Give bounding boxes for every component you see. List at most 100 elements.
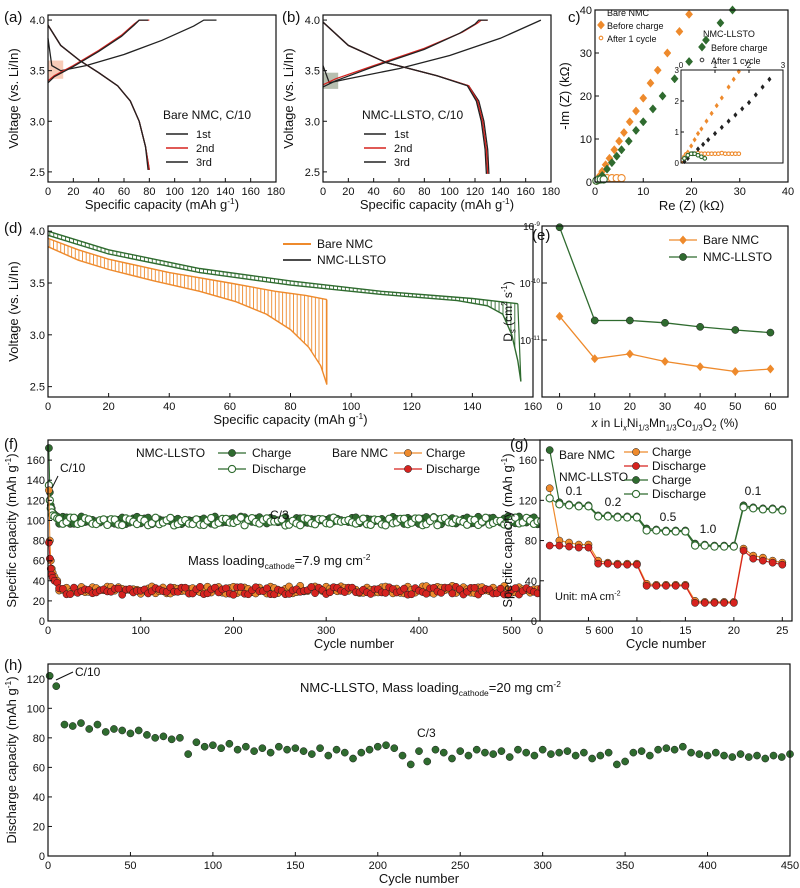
h-ytick-label: 0 <box>39 851 45 863</box>
d-upper-curve <box>47 230 518 305</box>
e-legend-marker <box>679 253 687 261</box>
h-xtick-label: 50 <box>124 860 136 872</box>
c-ytick-label: 40 <box>580 5 592 17</box>
h-point <box>687 748 695 757</box>
e-point <box>625 349 634 359</box>
h-point <box>126 729 135 738</box>
h-point <box>563 747 572 755</box>
f-annotation: C/10 <box>60 461 86 475</box>
e-ytick-label: 10-9 <box>523 221 540 233</box>
f-xtick-label: 500 <box>502 625 520 637</box>
g-point <box>681 581 690 590</box>
b-xtick-label: 100 <box>440 186 458 198</box>
h-ytick-label: 60 <box>33 762 45 774</box>
h-xtick-label: 150 <box>286 860 304 872</box>
e-panel-label: (e) <box>532 227 550 244</box>
e-point <box>555 311 564 321</box>
h-point <box>464 751 473 760</box>
h-point <box>596 751 605 760</box>
g-legend-marker <box>632 462 640 470</box>
h-point <box>167 735 176 744</box>
f-point <box>262 584 271 593</box>
h-point <box>151 733 160 742</box>
h-xtick-label: 0 <box>45 860 51 872</box>
c-point <box>620 127 628 138</box>
c-inset-point <box>733 112 738 118</box>
g-point <box>603 559 612 568</box>
a-xtick-label: 140 <box>216 186 234 198</box>
g-point <box>652 526 661 535</box>
e-point <box>731 326 740 334</box>
d-xtick-label: 0 <box>45 401 51 413</box>
f-ylabel: Specific capacity (mAh g-1) <box>3 453 19 607</box>
g-xlabel: Cycle number <box>626 636 707 651</box>
f-point <box>407 590 416 599</box>
a-xtick-label: 180 <box>267 186 285 198</box>
b-ytick-label: 2.5 <box>305 167 320 179</box>
c-xtick-label: 30 <box>734 186 746 198</box>
c-inset-point <box>714 102 719 109</box>
a-ytick-label: 3.0 <box>30 116 45 128</box>
b-xlabel: Specific capacity (mAh g-1) <box>360 196 514 212</box>
f-point <box>45 444 53 452</box>
c-inset-point <box>712 130 718 137</box>
c-point <box>685 57 694 67</box>
h-point <box>670 745 679 754</box>
e-point <box>766 328 775 337</box>
b-xtick-label: 140 <box>491 186 509 198</box>
e-xtick-label: 50 <box>729 401 741 413</box>
g-legend-llsto-title: NMC-LLSTO <box>559 470 628 484</box>
b-annotation: NMC-LLSTO, C/10 <box>362 108 463 122</box>
c-inset-xtick-label: 1 <box>713 61 718 70</box>
h-point <box>307 750 316 758</box>
c-xlabel: Re (Z) (kΩ) <box>659 198 724 213</box>
c-point <box>646 78 655 88</box>
f-point <box>381 521 390 530</box>
h-point <box>373 742 382 751</box>
b-xtick-label: 60 <box>393 186 405 198</box>
h-point <box>580 748 588 757</box>
c-point <box>675 26 684 37</box>
c-legend-llsto-title: NMC-LLSTO <box>703 29 755 39</box>
g-xtick-label: 0 <box>537 625 543 637</box>
g-point <box>545 494 554 503</box>
b-charge-curve <box>322 19 488 86</box>
d-xtick-label: 40 <box>163 401 175 413</box>
h-point <box>489 750 498 758</box>
h-point <box>60 720 69 729</box>
f-point <box>444 583 453 592</box>
f-point <box>58 585 67 593</box>
e-point <box>696 362 705 372</box>
c-legend-llsto-marker <box>699 57 705 63</box>
f-point <box>455 585 464 594</box>
g-point <box>545 446 554 454</box>
c-legend-bare-item: After 1 cycle <box>607 34 657 44</box>
f-point <box>400 584 408 593</box>
h-point <box>472 745 481 754</box>
g-point <box>613 560 622 569</box>
d-legend-label: NMC-LLSTO <box>317 253 386 267</box>
b-frame <box>322 14 552 183</box>
g-point <box>759 556 767 565</box>
h-point <box>629 748 638 757</box>
b-xtick-label: 40 <box>368 186 380 198</box>
g-point <box>681 527 690 536</box>
g-point <box>778 506 787 515</box>
h-point <box>101 728 110 736</box>
h-annotation: C/3 <box>417 726 436 740</box>
a-xtick-label: 100 <box>165 186 183 198</box>
h-point <box>299 747 308 755</box>
g-point <box>671 581 680 590</box>
f-point <box>325 519 335 528</box>
c-point <box>639 117 648 127</box>
h-ytick-label: 100 <box>27 703 45 715</box>
f-point <box>196 582 204 591</box>
f-point <box>114 584 123 593</box>
f-point <box>311 589 319 597</box>
d-xtick-label: 60 <box>224 401 236 413</box>
h-point <box>93 720 102 729</box>
d-drop-line <box>517 303 522 382</box>
f-annotation-arrow <box>51 475 59 489</box>
c-panel-label: c) <box>568 9 581 26</box>
c-legend-bare-title: Bare NMC <box>607 8 650 18</box>
